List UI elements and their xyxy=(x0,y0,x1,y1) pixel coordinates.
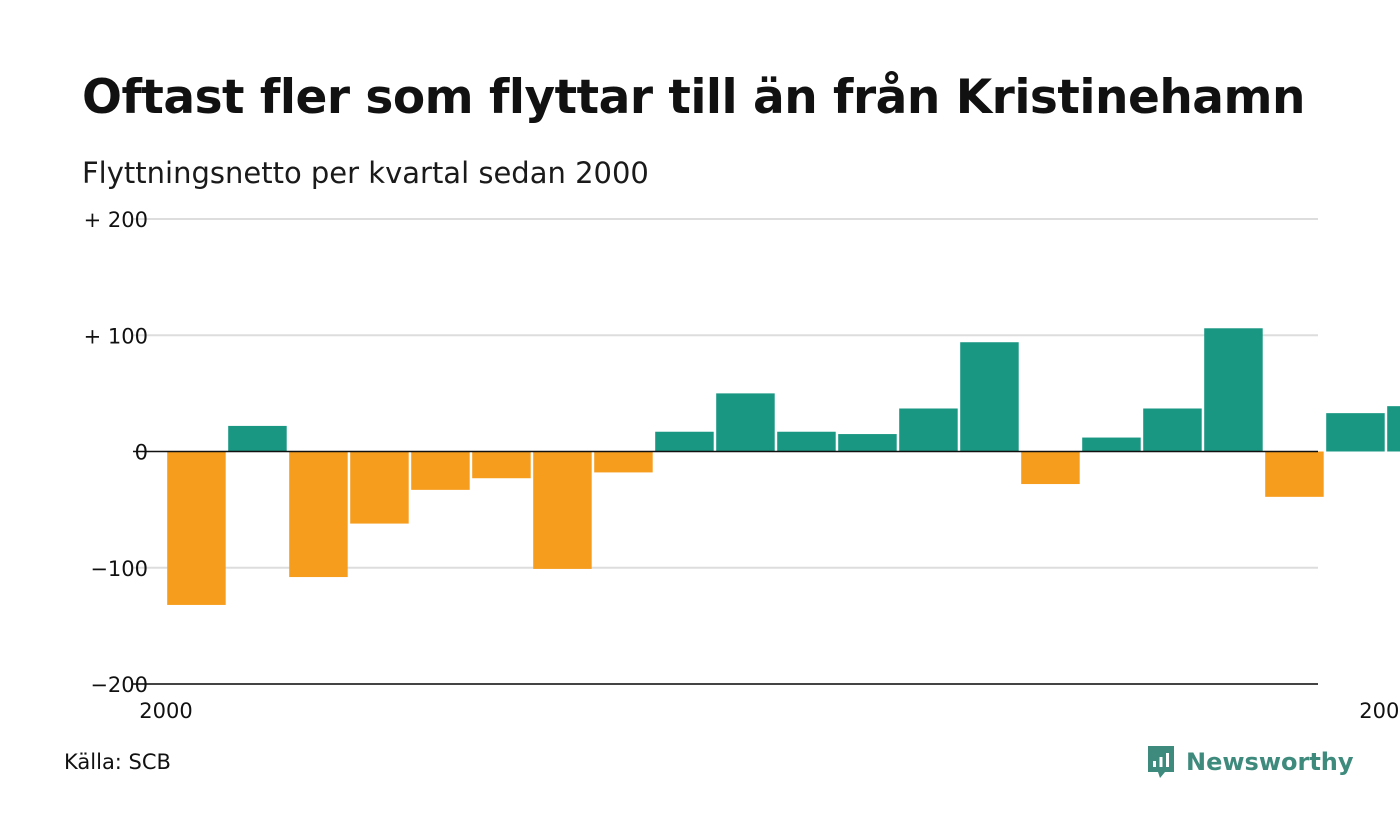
bar xyxy=(1143,408,1202,452)
bar xyxy=(838,434,897,452)
bar xyxy=(1082,437,1141,452)
bar xyxy=(167,451,226,605)
bar xyxy=(594,451,653,473)
y-tick-label: −200 xyxy=(90,673,148,697)
bar xyxy=(1387,406,1400,452)
bar xyxy=(777,431,836,452)
x-tick-label: 2005 xyxy=(1359,699,1400,723)
y-tick-label: + 100 xyxy=(84,324,148,348)
bar xyxy=(411,451,470,490)
bar xyxy=(960,342,1019,452)
bar xyxy=(228,425,287,452)
bar xyxy=(1021,451,1080,485)
chart-subtitle: Flyttningsnetto per kvartal sedan 2000 xyxy=(82,156,649,190)
y-tick-label: 0 xyxy=(135,441,148,465)
bar xyxy=(350,451,409,524)
y-tick-label: + 200 xyxy=(84,208,148,232)
bar xyxy=(1265,451,1324,497)
bar xyxy=(899,408,958,452)
logo-wordmark: Newsworthy xyxy=(1186,748,1354,776)
newsworthy-logo: Newsworthy xyxy=(1146,742,1354,782)
bar xyxy=(1204,328,1263,452)
bar xyxy=(289,451,348,578)
bar xyxy=(655,431,714,452)
newsworthy-chart-bubble-icon xyxy=(1148,746,1174,778)
y-tick-label: −100 xyxy=(90,557,148,581)
bar xyxy=(533,451,592,569)
x-tick-label: 2000 xyxy=(139,699,192,723)
source-note: Källa: SCB xyxy=(64,750,171,774)
chart-title: Oftast fler som flyttar till än från Kri… xyxy=(82,70,1305,125)
bar xyxy=(1326,413,1385,452)
bars xyxy=(167,328,1400,605)
bar xyxy=(472,451,531,479)
bar xyxy=(716,393,775,452)
